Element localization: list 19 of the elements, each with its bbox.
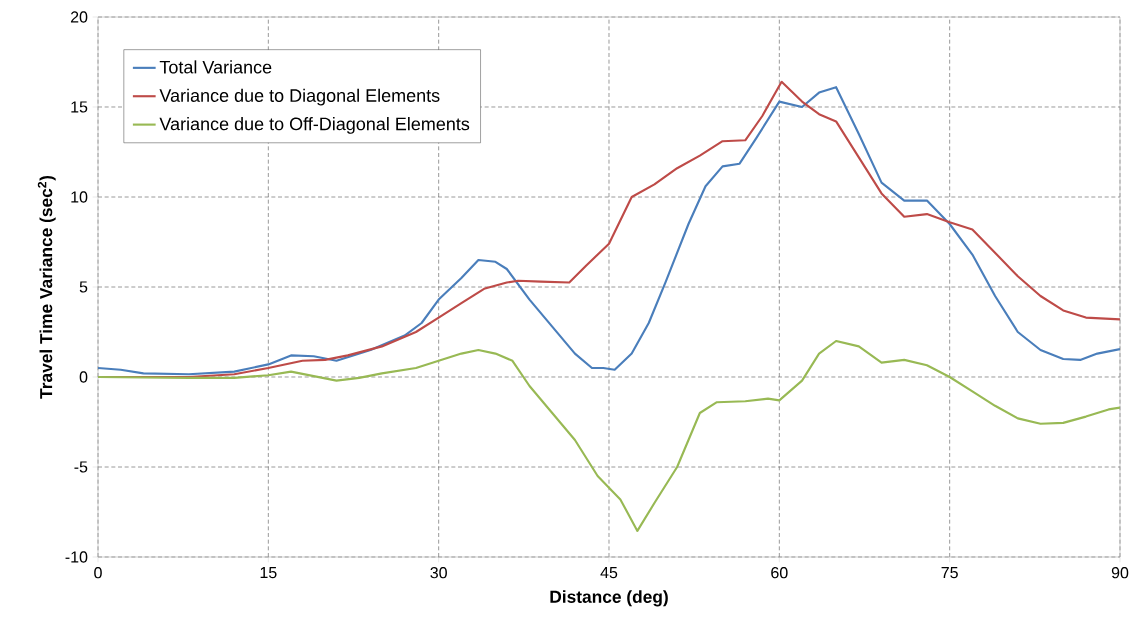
x-tick-label: 30 <box>430 567 447 579</box>
y-tick-label: 20 <box>70 11 88 23</box>
x-axis-title: Distance (deg) <box>550 590 668 607</box>
y-tick-label: 15 <box>71 101 88 113</box>
y-tick-label: -5 <box>74 461 88 473</box>
x-tick-label: 0 <box>94 567 102 579</box>
legend-label: Total Variance <box>159 60 272 74</box>
x-tick-label: 15 <box>260 567 277 579</box>
y-tick-label: 10 <box>71 191 88 203</box>
x-tick-label: 90 <box>1111 567 1129 579</box>
x-tick-label: 45 <box>600 567 618 579</box>
y-tick-label: -10 <box>65 551 88 563</box>
x-tick-label: 60 <box>771 567 788 579</box>
x-tick-label: 75 <box>941 567 958 579</box>
y-axis-title: Travel Time Variance (sec$^{2}$) <box>37 175 56 399</box>
y-tick-label: 0 <box>79 371 88 383</box>
legend-label: Variance due to Diagonal Elements <box>159 88 440 106</box>
legend-label: Variance due to Off-Diagonal Elements <box>159 117 470 134</box>
y-tick-label: 5 <box>79 281 88 293</box>
